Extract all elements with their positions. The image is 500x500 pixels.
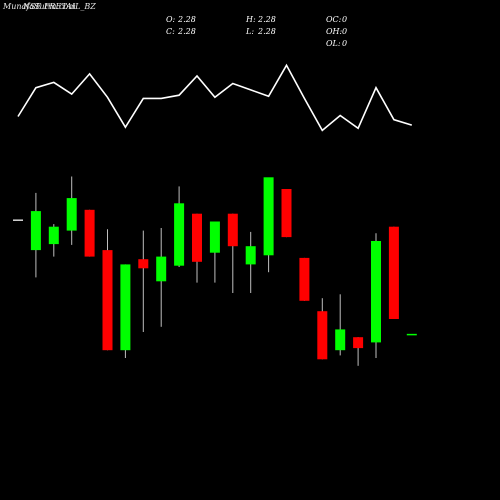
candle-4: [66, 176, 77, 245]
oc-label: OC:: [326, 15, 342, 24]
candle-body: [30, 211, 41, 251]
candle-body: [66, 198, 77, 231]
candle-body: [120, 264, 131, 351]
candle-12: [209, 221, 220, 283]
candle-17: [299, 257, 310, 301]
candle-10: [174, 186, 185, 267]
candle-body: [317, 311, 328, 360]
oh-label: OH:: [326, 27, 343, 36]
candle-body: [209, 221, 220, 253]
candle-15: [263, 177, 274, 273]
candle-body: [281, 189, 292, 238]
candle-body: [245, 246, 256, 265]
oh-value: 0: [342, 27, 347, 36]
candle-18: [317, 298, 328, 360]
candle-body: [84, 209, 95, 257]
candle-body: [156, 256, 167, 282]
candle-20: [353, 337, 364, 366]
low-value: 2.28: [257, 27, 276, 36]
close-value: 2.28: [177, 27, 196, 36]
ol-value: 0: [342, 39, 347, 48]
candle-body: [227, 213, 238, 247]
candle-14: [245, 231, 256, 293]
candle-body: [138, 259, 149, 269]
open-value: 2.28: [177, 15, 196, 24]
candle-body: [388, 226, 399, 319]
candle-body: [353, 337, 364, 349]
candle-13: [227, 213, 238, 293]
candle-9: [156, 228, 167, 327]
candle-22: [388, 226, 399, 319]
candle-body: [48, 226, 59, 245]
candle-3: [48, 224, 59, 257]
high-value: 2.28: [257, 15, 276, 24]
chart-title-a: MunafaSutra.com: [2, 2, 76, 11]
candle-7: [120, 264, 131, 358]
close-label: C:: [166, 27, 175, 36]
candle-body: [102, 250, 113, 351]
chart-title-b: NSE FRETAIL_BZ: [22, 2, 96, 11]
chart-title: MunafaSutra.com NSE FRETAIL_BZ: [2, 2, 96, 11]
open-label: O:: [166, 15, 176, 24]
candle-body: [174, 203, 185, 266]
candle-5: [84, 209, 95, 257]
candle-body: [371, 241, 381, 343]
candle-21: [371, 233, 381, 358]
candle-11: [192, 213, 202, 283]
line-series-path: [17, 63, 413, 132]
candle-8: [138, 230, 149, 332]
ohlc-readout: O: 2.28 C: 2.28 H: 2.28 L: 2.28 OC: 0 OH…: [166, 15, 347, 48]
oc-value: 0: [342, 15, 347, 24]
candle-19: [335, 294, 346, 356]
line-series-layer: [17, 63, 413, 132]
candle-16: [281, 189, 292, 238]
candle-body: [263, 177, 274, 256]
candle-body: [335, 329, 346, 351]
candle-body: [299, 257, 310, 301]
ol-label: OL:: [326, 39, 341, 48]
candle-2: [30, 192, 41, 278]
candle-body: [192, 213, 202, 262]
high-label: H:: [245, 15, 256, 24]
candle-6: [102, 229, 113, 351]
low-label: L:: [245, 27, 254, 36]
candles-layer: [13, 176, 417, 366]
